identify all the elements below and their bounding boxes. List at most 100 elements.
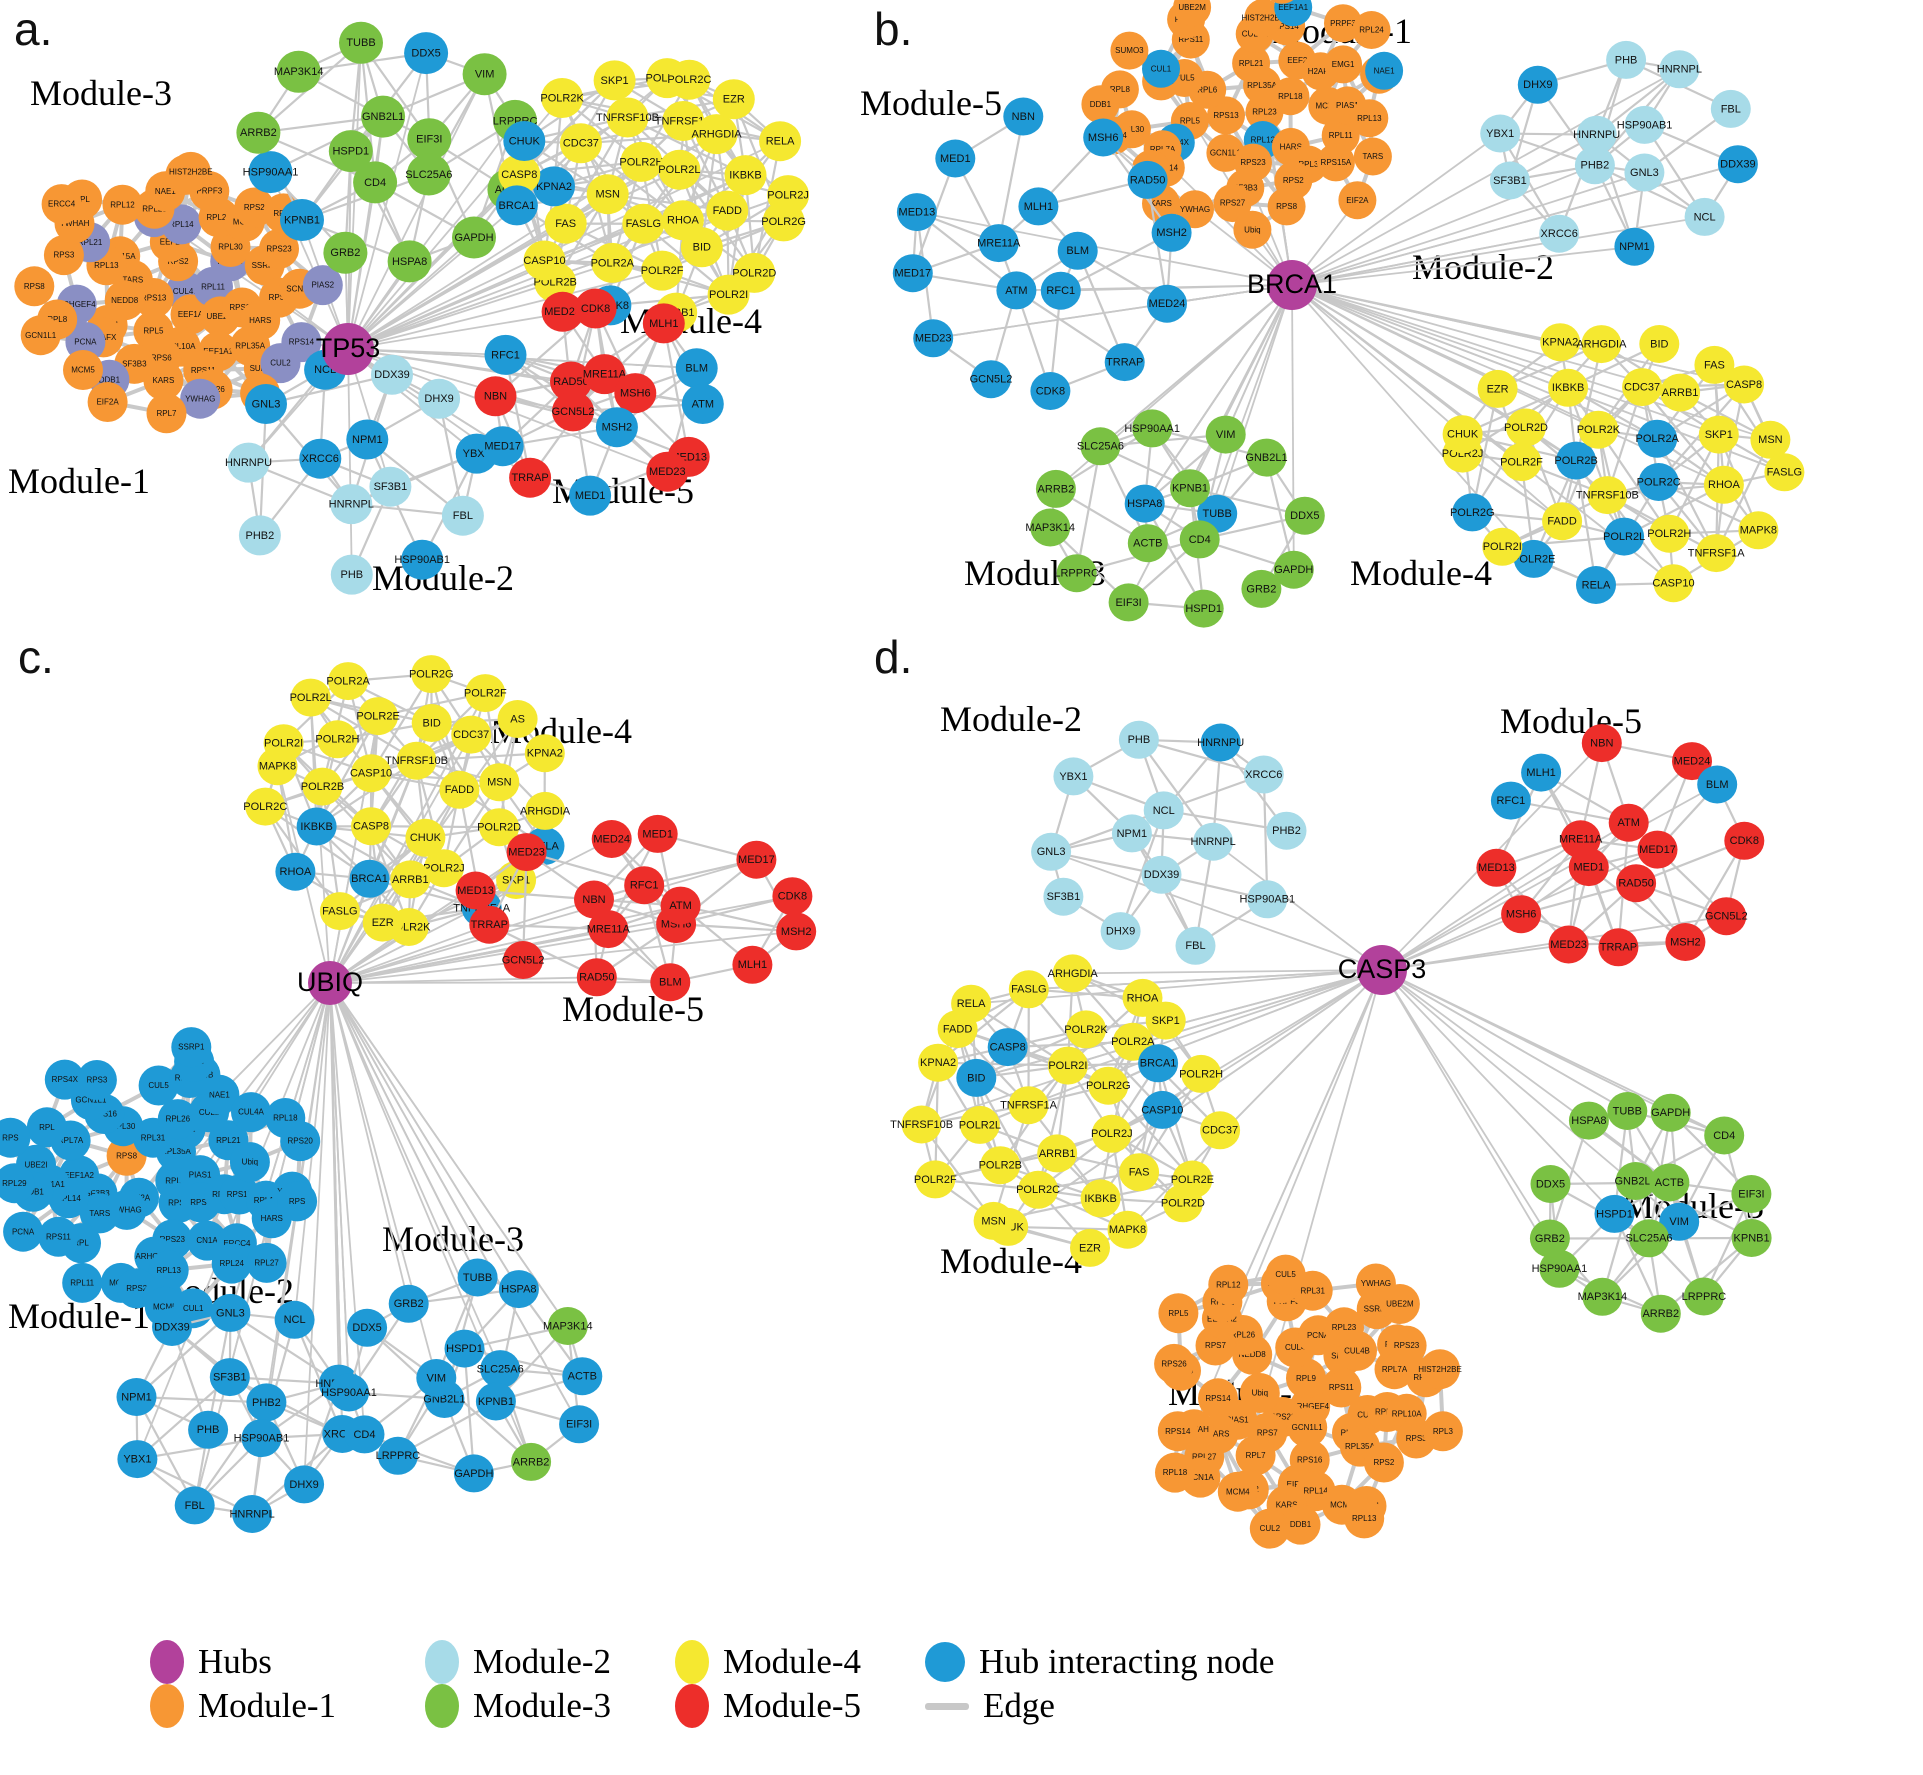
node-POLR2F[interactable]: POLR2F — [914, 1160, 957, 1199]
node-IKBKB[interactable]: IKBKB — [724, 155, 767, 196]
node-SF3B1[interactable]: SF3B1 — [209, 1358, 250, 1397]
node-CHUK[interactable]: CHUK — [503, 121, 546, 161]
node-MLH1[interactable]: MLH1 — [1521, 753, 1562, 792]
hub-node-TP53[interactable]: TP53 — [316, 323, 381, 375]
node-CDK8[interactable]: CDK8 — [772, 877, 813, 916]
node-RPS[interactable]: RPS — [277, 1181, 318, 1222]
node-MLH1[interactable]: MLH1 — [732, 945, 773, 984]
node-KPNA2[interactable]: KPNA2 — [918, 1043, 959, 1082]
node-PHB2[interactable]: PHB2 — [1266, 811, 1307, 850]
node-CUL5[interactable]: CUL5 — [1265, 1254, 1306, 1295]
node-POLR2L[interactable]: POLR2L — [1603, 517, 1645, 556]
node-DDB1[interactable]: DDB1 — [1081, 85, 1120, 124]
node-MED13[interactable]: MED13 — [1476, 848, 1517, 887]
node-RELA[interactable]: RELA — [759, 121, 802, 162]
node-NBN[interactable]: NBN — [574, 880, 614, 919]
node-POLR2H[interactable]: POLR2H — [315, 720, 359, 759]
node-KPNA2[interactable]: KPNA2 — [524, 734, 565, 773]
node-RPL24[interactable]: RPL24 — [211, 1243, 252, 1284]
node-SKP1[interactable]: SKP1 — [1145, 1001, 1186, 1040]
node-IKBKB[interactable]: IKBKB — [1080, 1179, 1121, 1218]
node-KPNB1[interactable]: KPNB1 — [1170, 469, 1210, 508]
node-MSH2[interactable]: MSH2 — [1665, 923, 1706, 961]
node-DHX9[interactable]: DHX9 — [1100, 912, 1141, 951]
node-KPNB1[interactable]: KPNB1 — [475, 1382, 516, 1421]
node-DHX9[interactable]: DHX9 — [418, 378, 461, 419]
node-YBX1[interactable]: YBX1 — [1053, 757, 1094, 796]
node-POLR2G[interactable]: POLR2G — [409, 655, 454, 694]
node-ARRB1[interactable]: ARRB1 — [1037, 1134, 1078, 1173]
node-POLR2C[interactable]: POLR2C — [243, 787, 287, 826]
node-POLR2I[interactable]: POLR2I — [263, 724, 304, 763]
node-MSN[interactable]: MSN — [1750, 420, 1791, 459]
node-RPS11[interactable]: RPS11 — [38, 1216, 79, 1257]
node-MAP3K14[interactable]: MAP3K14 — [543, 1307, 593, 1345]
node-YWHAG[interactable]: YWHAG — [1355, 1263, 1396, 1304]
node-POLR2L[interactable]: POLR2L — [658, 149, 701, 190]
node-ERCC4[interactable]: ERCC4 — [41, 184, 82, 225]
node-MED1[interactable]: MED1 — [569, 475, 612, 516]
node-POLR2A[interactable]: POLR2A — [591, 242, 635, 283]
node-NPM1[interactable]: NPM1 — [1614, 227, 1655, 266]
node-RPS8[interactable]: RPS8 — [14, 266, 55, 307]
node-IKBKB[interactable]: IKBKB — [296, 807, 337, 846]
node-KPNA2[interactable]: KPNA2 — [1540, 323, 1581, 362]
node-EZR[interactable]: EZR — [712, 79, 755, 120]
node-GNL3[interactable]: GNL3 — [1624, 153, 1665, 192]
node-MAPK8[interactable]: MAPK8 — [1107, 1210, 1148, 1249]
hub-node-BRCA1[interactable]: BRCA1 — [1247, 260, 1337, 310]
node-VIM[interactable]: VIM — [1205, 415, 1246, 454]
node-RFC1[interactable]: RFC1 — [484, 334, 527, 375]
node-MSH6[interactable]: MSH6 — [1083, 118, 1124, 157]
node-PHB[interactable]: PHB — [330, 554, 373, 595]
node-RHOA[interactable]: RHOA — [1703, 465, 1744, 504]
node-PHB[interactable]: PHB — [1606, 40, 1647, 79]
node-GNB2L1[interactable]: GNB2L1 — [1245, 438, 1288, 477]
node-EIF3I[interactable]: EIF3I — [559, 1405, 600, 1444]
node-KPNB1[interactable]: KPNB1 — [280, 199, 324, 241]
node-ATM[interactable]: ATM — [681, 384, 724, 424]
node-PHB[interactable]: PHB — [188, 1410, 229, 1449]
node-MSH2[interactable]: MSH2 — [1151, 213, 1192, 252]
node-BRCA1[interactable]: BRCA1 — [349, 859, 390, 898]
node-NPM1[interactable]: NPM1 — [116, 1378, 157, 1416]
node-MAP3K14[interactable]: MAP3K14 — [1025, 508, 1075, 547]
node-MED17[interactable]: MED17 — [1637, 830, 1678, 869]
node-MCM5[interactable]: MCM5 — [63, 350, 103, 390]
node-CDC37[interactable]: CDC37 — [451, 715, 492, 754]
node-PHB[interactable]: PHB — [1118, 720, 1159, 759]
node-HSPA8[interactable]: HSPA8 — [387, 240, 432, 283]
node-FBL[interactable]: FBL — [441, 495, 484, 536]
node-HNRNPL[interactable]: HNRNPL — [329, 484, 374, 525]
node-AS[interactable]: AS — [497, 700, 538, 738]
node-GCN5L2[interactable]: GCN5L2 — [970, 360, 1013, 399]
node-POLR2C[interactable]: POLR2C — [1016, 1170, 1060, 1209]
node-MAP3K14[interactable]: MAP3K14 — [1578, 1277, 1628, 1316]
node-EZR[interactable]: EZR — [1477, 369, 1518, 408]
node-RPL7[interactable]: RPL7 — [146, 393, 187, 434]
node-RAD50[interactable]: RAD50 — [576, 958, 617, 997]
node-CASP8[interactable]: CASP8 — [1724, 365, 1765, 404]
node-RELA[interactable]: RELA — [1576, 566, 1616, 604]
node-HSPD1[interactable]: HSPD1 — [1594, 1194, 1635, 1233]
node-TRRAP[interactable]: TRRAP — [469, 905, 510, 944]
node-MSN[interactable]: MSN — [973, 1201, 1014, 1240]
node-NAE1[interactable]: NAE1 — [1365, 51, 1404, 90]
node-MED17[interactable]: MED17 — [892, 254, 933, 293]
node-RAD50[interactable]: RAD50 — [1616, 864, 1657, 903]
node-BID[interactable]: BID — [1639, 325, 1680, 363]
node-XRCC6[interactable]: XRCC6 — [299, 438, 342, 479]
node-DDX5[interactable]: DDX5 — [1530, 1165, 1571, 1203]
node-MED13[interactable]: MED13 — [455, 871, 496, 910]
node-FASLG[interactable]: FASLG — [1008, 970, 1049, 1009]
node-RPS8[interactable]: RPS8 — [1267, 187, 1306, 226]
node-DHX9[interactable]: DHX9 — [284, 1465, 325, 1504]
node-Ubiq[interactable]: Ubiq — [229, 1142, 270, 1183]
node-RPL13[interactable]: RPL13 — [1350, 99, 1389, 138]
node-EZR[interactable]: EZR — [1070, 1228, 1110, 1267]
node-BLM[interactable]: BLM — [1057, 231, 1098, 270]
node-MED23[interactable]: MED23 — [913, 319, 954, 358]
node-MED23[interactable]: MED23 — [1548, 925, 1589, 964]
node-ACTB[interactable]: ACTB — [1127, 524, 1168, 563]
node-MSN[interactable]: MSN — [586, 174, 629, 215]
